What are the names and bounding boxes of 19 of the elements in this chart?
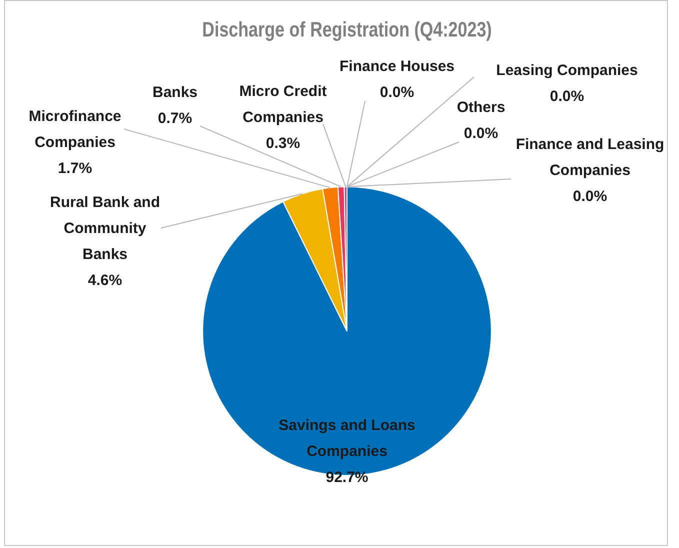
text: 0.0%: [572, 188, 608, 206]
data-label: 92.7%: [326, 469, 368, 486]
text: 0.0%: [464, 125, 498, 142]
text: 0.0%: [380, 84, 414, 102]
slice-label: Savings and Loans Companies: [278, 417, 416, 460]
category-label: Finance and Leasing Companies: [516, 136, 664, 180]
category-label: Others: [456, 99, 506, 116]
slice-label: Banks: [152, 84, 198, 102]
data-label: 0.3%: [266, 135, 300, 152]
chart-title: Discharge of Registration (Q4:2023): [202, 18, 492, 42]
data-label: 4.6%: [88, 272, 122, 290]
data-label: 1.7%: [58, 160, 92, 178]
slice-label: Microfinance Companies: [28, 108, 122, 152]
category-label: Leasing Companies: [496, 62, 638, 80]
slice-label: Rural Bank and Community Banks: [50, 194, 160, 264]
slice-label: Micro Credit Companies: [239, 83, 327, 126]
data-label: 0.7%: [158, 110, 192, 128]
category-label: Finance Houses: [339, 58, 455, 76]
text: 0.0%: [550, 88, 584, 106]
